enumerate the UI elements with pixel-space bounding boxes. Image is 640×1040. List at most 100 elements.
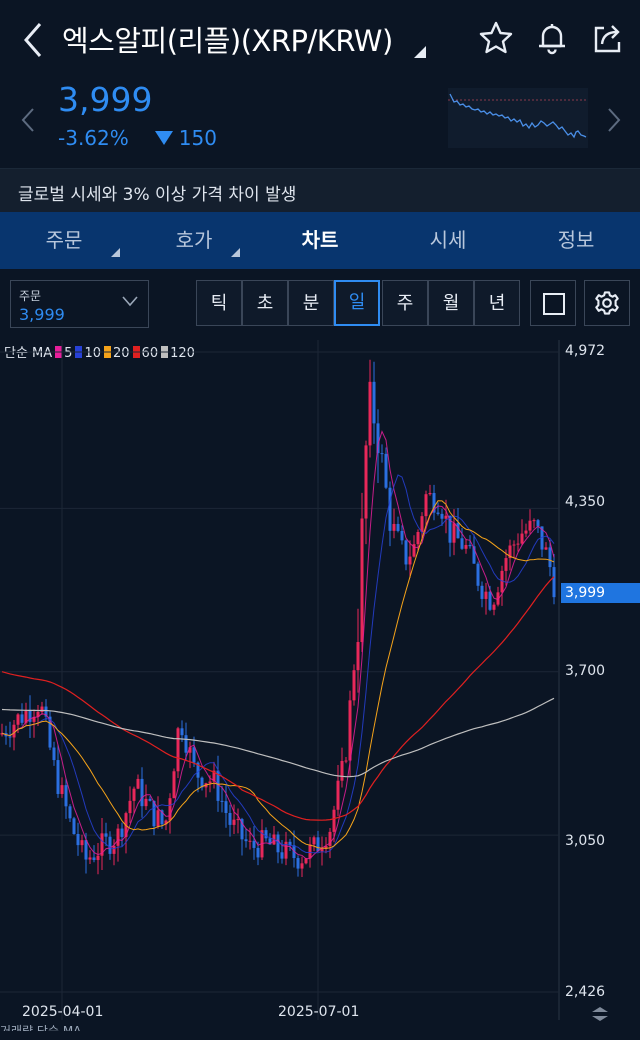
expand-icon[interactable] [590,1006,610,1022]
down-triangle-icon [154,131,173,145]
candle-body [48,716,52,748]
candle-body [388,487,392,531]
change-percent: -3.62% [58,126,129,150]
back-arrow-icon[interactable] [20,20,48,60]
candle-body [212,770,216,782]
chart-toolbar: 주문 3,999 틱 초 분 일 주 월 년 [0,270,640,340]
candle-body [0,733,4,735]
period-month-button[interactable]: 월 [428,280,474,326]
candle-body [464,544,468,549]
candle-body [156,810,160,827]
share-icon[interactable] [590,20,626,56]
mini-price-chart[interactable] [448,88,588,148]
price-chart-area[interactable]: 단순 MA 5 10 20 60 120 [0,340,640,1031]
candle-body [396,523,400,531]
candle-body [436,512,440,514]
candle-body [440,513,444,519]
candle-body [400,530,404,541]
candle-body [192,747,196,763]
candle-body [276,834,280,853]
candle-body [76,834,80,846]
candle-body [416,532,420,545]
candle-body [424,494,428,517]
tab-order[interactable]: 주문 [20,212,120,269]
candle-body [84,840,88,860]
candle-body [340,760,344,781]
candle-body [180,728,184,736]
candle-body [200,777,204,788]
candle-body [264,830,268,839]
candle-body [32,716,36,722]
candle-body [412,544,416,557]
candle-body [228,812,232,825]
candle-body [52,747,56,761]
next-coin-icon[interactable] [606,106,622,134]
candle-body [88,857,92,860]
candle-body [104,833,108,837]
candle-body [356,642,360,671]
title-dropdown-icon[interactable] [414,46,426,58]
ma5-label: 5 [64,346,73,361]
candle-body [552,567,556,598]
candle-body [448,515,452,543]
candle-body [344,760,348,762]
candle-body [360,518,364,643]
candle-body [236,819,240,821]
candle-body [28,710,32,722]
candle-body [312,837,316,845]
tab-chart[interactable]: 차트 [301,228,339,252]
current-price: 3,999 [58,80,153,119]
candle-body [148,798,152,801]
candle-body [108,836,112,854]
app-header: 엑스알피(리플)(XRP/KRW) [0,0,640,78]
candle-body [324,845,328,849]
period-year-button[interactable]: 년 [474,280,520,326]
candle-body [300,863,304,869]
candlestick-chart[interactable] [0,340,640,1040]
x-tick-label: 2025-04-01 [22,1004,104,1020]
period-minute-button[interactable]: 분 [288,280,334,326]
candle-body [320,848,324,852]
tab-market[interactable]: 시세 [429,228,467,252]
period-day-button[interactable]: 일 [334,280,380,326]
chart-type-button[interactable] [530,280,576,326]
price-gap-notice[interactable]: 글로벌 시세와 3% 이상 가격 차이 발생 [0,168,640,213]
tab-info[interactable]: 정보 [557,228,595,252]
period-tick-button[interactable]: 틱 [196,280,242,326]
gear-icon[interactable] [584,280,630,326]
candle-body [280,852,284,859]
period-week-button[interactable]: 주 [382,280,428,326]
candle-body [120,828,124,837]
period-second-button[interactable]: 초 [242,280,288,326]
main-tabs: 주문 호가 차트 시세 정보 [0,212,640,269]
star-icon[interactable] [478,20,514,56]
candle-body [408,556,412,565]
candle-body [56,760,60,794]
candle-body [208,781,212,784]
y-tick-label: 3,050 [565,833,606,849]
candle-body [348,700,352,761]
y-tick-label: 2,426 [565,984,606,1000]
bell-icon[interactable] [534,20,570,56]
candle-body [508,545,512,559]
volume-indicator-legend: 거래량 단순 MA [0,1024,82,1031]
page-title[interactable]: 엑스알피(리플)(XRP/KRW) [62,24,393,58]
candle-body [456,523,460,539]
candle-body [12,724,16,738]
candle-body [112,845,116,854]
candle-body [196,762,200,778]
candle-body [128,800,132,814]
order-price-select[interactable]: 주문 3,999 [10,280,149,328]
candle-body [536,520,540,527]
ma-line [1,430,555,860]
order-label: 주문 [19,289,42,303]
tab-orderbook[interactable]: 호가 [150,212,240,269]
candle-body [476,563,480,586]
y-tick-label: 4,350 [565,494,606,510]
ma10-label: 10 [84,346,101,361]
y-tick-label: 4,972 [565,343,606,359]
candle-body [544,547,548,550]
prev-coin-icon[interactable] [20,106,36,134]
candle-body [444,515,448,519]
candle-body [524,530,528,534]
